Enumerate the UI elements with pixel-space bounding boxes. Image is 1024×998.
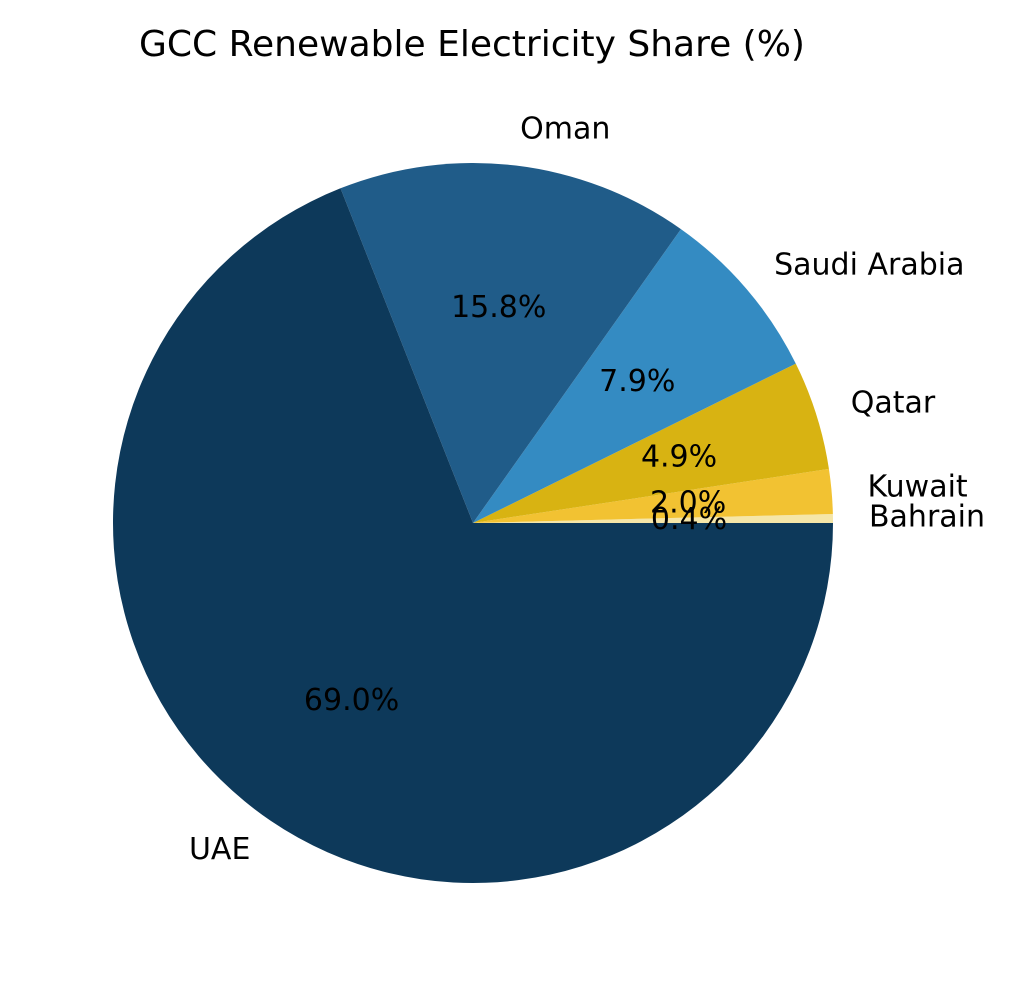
slice-percent-label: 2.0%: [650, 486, 726, 521]
slice-percent-label: 0.4%: [651, 502, 727, 537]
slice-label: Oman: [520, 111, 610, 146]
slice-label: Bahrain: [869, 500, 985, 535]
pie-slice-kuwait: [473, 468, 833, 523]
pie-slice-bahrain: [473, 513, 833, 523]
slice-label: UAE: [189, 832, 250, 867]
pie-slices: [113, 163, 834, 884]
pie-slice-saudi-arabia: [473, 229, 796, 524]
pie-slice-qatar: [473, 363, 829, 523]
slice-percent-label: 7.9%: [599, 364, 675, 399]
slice-label: Qatar: [851, 386, 936, 421]
pie-labels: Bahrain 0.4% Kuwait 2.0% Qatar 4.9% Saudi Arab…: [189, 111, 985, 867]
slice-percent-label: 4.9%: [641, 440, 717, 475]
pie-slice-oman: [340, 163, 681, 524]
slice-label: Saudi Arabia: [774, 247, 964, 282]
pie-slice-uae: [113, 188, 834, 884]
slice-label: Kuwait: [867, 470, 967, 505]
slice-percent-label: 69.0%: [304, 683, 399, 718]
chart-title: GCC Renewable Electricity Share (%): [139, 24, 805, 65]
slice-percent-label: 15.8%: [451, 290, 546, 325]
